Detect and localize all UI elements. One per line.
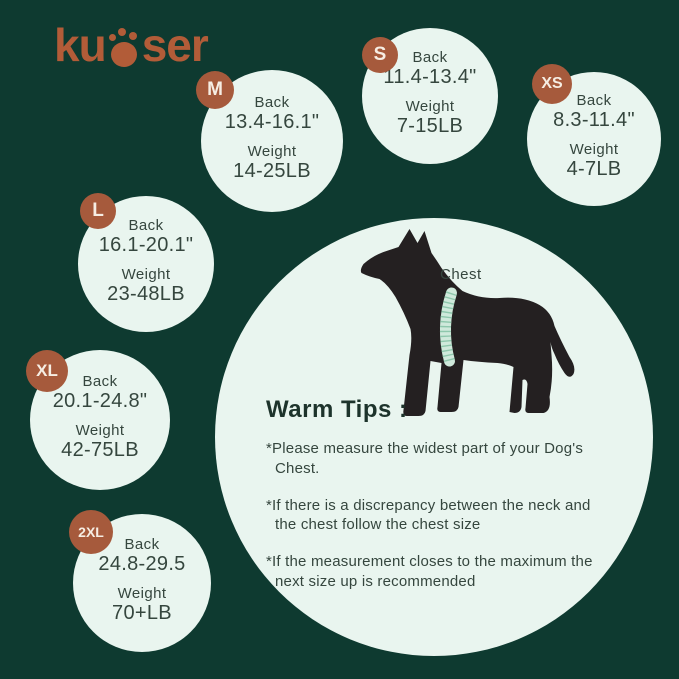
- logo-text-right: ser: [141, 19, 209, 71]
- weight-value: 23-48LB: [107, 283, 185, 305]
- back-label: Back: [128, 217, 164, 234]
- back-label: Back: [576, 92, 612, 109]
- warm-tips-section: Warm Tips : *Please measure the widest p…: [266, 396, 611, 609]
- warm-tip: *If the measurement closes to the maximu…: [266, 553, 593, 590]
- warm-tip: *If there is a discrepancy between the n…: [266, 496, 591, 534]
- size-badge-l: L: [80, 193, 116, 229]
- size-badge-2xl: 2XL: [69, 510, 113, 554]
- weight-value: 4-7LB: [566, 158, 622, 180]
- back-value: 13.4-16.1": [224, 111, 320, 133]
- weight-label: Weight: [117, 585, 167, 602]
- back-label: Back: [412, 49, 448, 66]
- back-value: 20.1-24.8": [52, 390, 148, 412]
- size-circle-2xl: 2XL Back 24.8-29.5 Weight 70+LB: [69, 510, 211, 652]
- weight-label: Weight: [247, 143, 297, 160]
- paw-icon: [108, 22, 140, 68]
- weight-value: 70+LB: [112, 602, 172, 624]
- back-label: Back: [124, 536, 160, 553]
- weight-label: Weight: [405, 98, 455, 115]
- size-badge-xl: XL: [26, 350, 68, 392]
- measuring-tape: [439, 287, 457, 367]
- warm-tip: *Please measure the widest part of your …: [266, 440, 584, 477]
- size-circle-s: S Back 11.4-13.4" Weight 7-15LB: [362, 28, 498, 164]
- weight-value: 14-25LB: [233, 160, 311, 182]
- back-value: 24.8-29.5: [98, 553, 186, 575]
- back-value: 11.4-13.4": [383, 66, 477, 88]
- size-circle-xl: XL Back 20.1-24.8" Weight 42-75LB: [26, 350, 170, 490]
- size-badge-s: S: [362, 37, 398, 73]
- size-circle-xs: XS Back 8.3-11.4" Weight 4-7LB: [527, 64, 661, 206]
- weight-value: 42-75LB: [61, 439, 139, 461]
- dog-silhouette: [360, 229, 575, 416]
- brand-logo: ku ser: [54, 19, 209, 71]
- size-badge-m: M: [196, 71, 234, 109]
- weight-label: Weight: [75, 422, 125, 439]
- chest-label: Chest: [440, 266, 482, 283]
- back-value: 8.3-11.4": [553, 109, 635, 131]
- weight-label: Weight: [569, 141, 619, 158]
- weight-value: 7-15LB: [396, 115, 464, 137]
- back-value: 16.1-20.1": [98, 234, 194, 256]
- warm-tips-title: Warm Tips :: [266, 396, 408, 423]
- size-circle-m: M Back 13.4-16.1" Weight 14-25LB: [196, 70, 343, 212]
- logo-text-left: ku: [54, 19, 107, 71]
- size-badge-xs: XS: [532, 64, 572, 104]
- back-label: Back: [254, 94, 290, 111]
- size-circle-l: L Back 16.1-20.1" Weight 23-48LB: [78, 193, 214, 332]
- weight-label: Weight: [121, 266, 171, 283]
- back-label: Back: [82, 373, 118, 390]
